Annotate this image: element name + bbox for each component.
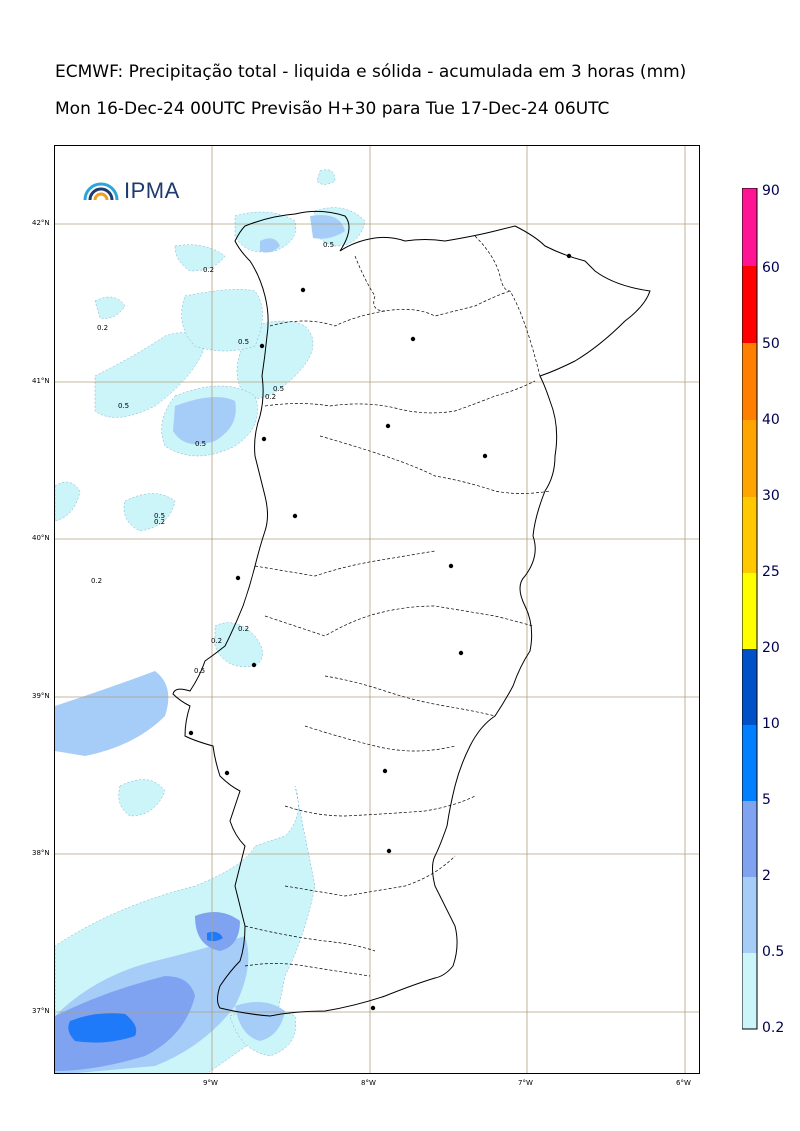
colorbar-swatch-20	[742, 649, 757, 725]
contour-label: 0.2	[154, 518, 165, 526]
colorbar-label: 90	[762, 183, 780, 199]
colorbar-swatch-5	[742, 801, 757, 877]
lon-label: 8°W	[361, 1079, 376, 1087]
contour-label: 0.2	[211, 637, 222, 645]
map-subtitle: Mon 16-Dec-24 00UTC Previsão H+30 para T…	[55, 99, 610, 119]
rainbow-arc-icon	[82, 176, 120, 206]
lat-label: 42°N	[32, 219, 50, 227]
lon-label: 7°W	[518, 1079, 533, 1087]
colorbar-swatch-90	[742, 188, 757, 266]
colorbar-swatch-40	[742, 420, 757, 497]
lat-label: 40°N	[32, 534, 50, 542]
lon-label: 6°W	[676, 1079, 691, 1087]
map-area: 0.2 0.5 0.2 0.5 0.5 0.2 0.5 0.5 0.5 0.2 …	[54, 145, 700, 1074]
colorbar-swatch-60	[742, 266, 757, 343]
colorbar-label: 2	[762, 868, 771, 884]
colorbar-label: 0.2	[762, 1020, 785, 1036]
colorbar-label: 10	[762, 716, 780, 732]
logo-text: IPMA	[124, 178, 180, 203]
contour-label: 0.5	[238, 338, 249, 346]
colorbar-label: 25	[762, 564, 780, 580]
colorbar-swatch-0-5	[742, 953, 757, 1029]
map-title: ECMWF: Precipitação total - liquida e só…	[55, 62, 687, 82]
colorbar-label: 50	[762, 336, 780, 352]
contour-label: 0.2	[238, 625, 249, 633]
colorbar-swatch-10	[742, 725, 757, 801]
district-boundaries	[244, 235, 551, 977]
precip-level-5	[68, 931, 223, 1043]
colorbar-swatch-25	[742, 573, 757, 649]
contour-label: 0.5	[118, 402, 129, 410]
colorbar-label: 30	[762, 488, 780, 504]
contour-label: 0.5	[195, 440, 206, 448]
colorbar-label: 20	[762, 640, 780, 656]
lat-label: 39°N	[32, 692, 50, 700]
contour-label: 0.2	[203, 266, 214, 274]
map-canvas: 0.2 0.5 0.2 0.5 0.5 0.2 0.5 0.5 0.5 0.2 …	[55, 146, 699, 1073]
lat-label: 41°N	[32, 377, 50, 385]
contour-label: 0.2	[91, 577, 102, 585]
colorbar-label: 5	[762, 792, 771, 808]
contour-label: 0.2	[265, 393, 276, 401]
contour-label: 0.5	[154, 512, 165, 520]
colorbar-label: 0.5	[762, 944, 785, 960]
colorbar-label: 60	[762, 260, 780, 276]
lat-label: 37°N	[32, 1007, 50, 1015]
colorbar-swatch-50	[742, 343, 757, 420]
colorbar-swatch-30	[742, 497, 757, 573]
contour-label: 0.5	[273, 385, 284, 393]
city-markers	[188, 253, 572, 1011]
colorbar	[742, 188, 758, 1030]
country-border	[172, 210, 651, 1017]
contour-label: 0.2	[97, 324, 108, 332]
lat-label: 38°N	[32, 849, 50, 857]
colorbar-label: 40	[762, 412, 780, 428]
contour-labels: 0.2 0.5 0.2 0.5 0.5 0.2 0.5 0.5 0.5 0.2 …	[91, 241, 334, 675]
contour-label: 0.5	[323, 241, 334, 249]
lon-label: 9°W	[203, 1079, 218, 1087]
colorbar-swatch-2	[742, 877, 757, 953]
contour-label: 0.5	[194, 667, 205, 675]
